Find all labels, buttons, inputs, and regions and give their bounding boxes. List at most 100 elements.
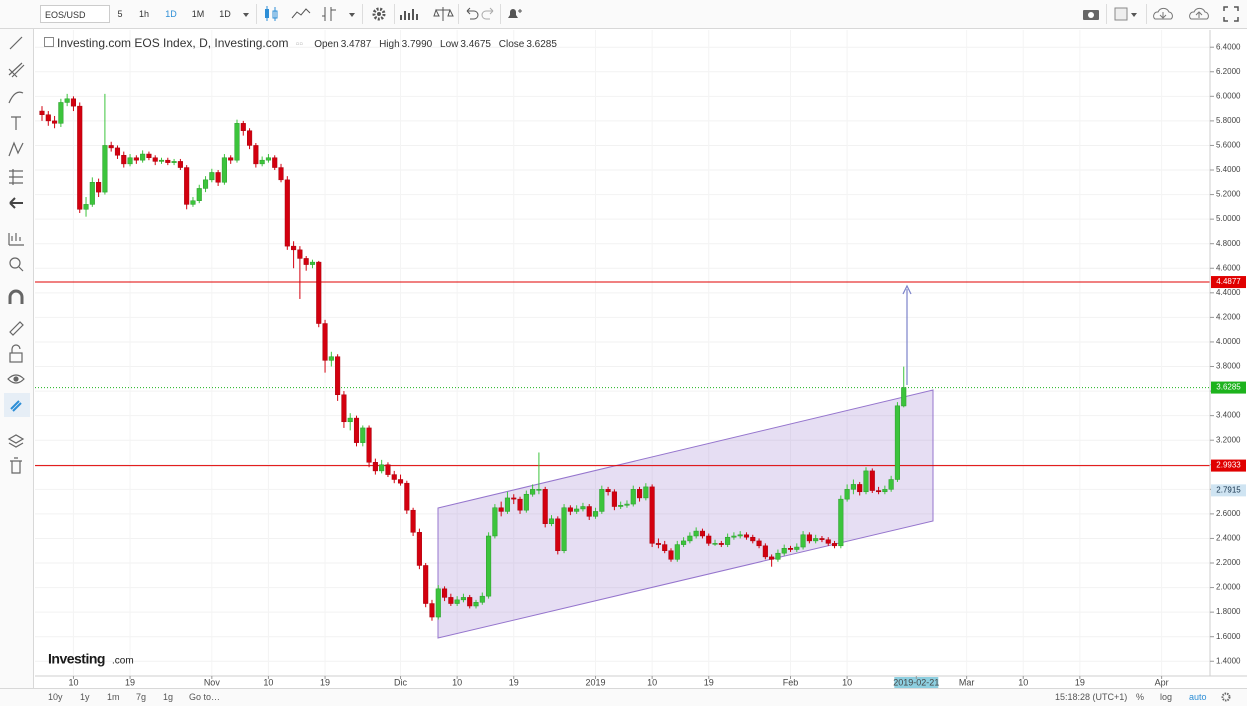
range-button[interactable]: 1y [80,692,90,702]
y-tick-label: 6.4000 [1216,42,1241,51]
candle-body [592,511,599,517]
candle-body [869,470,875,491]
x-tick-label: Mar [959,677,975,687]
x-tick-label: 10 [1018,677,1028,687]
candle-body [133,157,139,161]
separator [458,4,459,24]
undo-button[interactable] [462,5,480,23]
candle-body [291,245,297,251]
y-tick-label: 5.6000 [1216,141,1241,150]
interval-button[interactable]: 1D [219,9,231,19]
delete-tool[interactable] [10,457,22,474]
candle-body [687,535,693,542]
candle-body [347,417,353,423]
candle-body [102,145,108,193]
dropdown-arrow[interactable] [346,5,358,23]
layout-button[interactable] [1112,5,1140,23]
interval-button[interactable]: 5 [117,9,123,19]
interval-button[interactable]: 1h [138,9,149,19]
prediction-tool[interactable] [9,169,23,185]
candle-type-button[interactable] [260,5,282,23]
pattern-tool[interactable] [8,141,24,157]
fullscreen-button[interactable] [1222,5,1240,23]
candle-body [259,159,265,165]
lock-tool[interactable] [9,352,23,363]
candle-body [140,153,146,161]
chart-title: Investing.com EOS Index, D, Investing.co… [57,36,289,50]
studies-button[interactable] [398,5,422,23]
goto-button[interactable]: Go to… [189,692,221,702]
price-label-box [1211,484,1246,497]
candle-body [762,545,768,558]
back-tool[interactable] [9,197,23,209]
candle-body [341,394,347,423]
candle-body [303,258,309,265]
range-button[interactable]: 1m [107,692,120,702]
price-label: 3.6285 [1216,383,1241,392]
candle-body [379,464,385,472]
candle-body [89,182,95,205]
x-tick-label: 2019-02-21 [893,677,939,687]
candle-body [215,172,221,183]
x-tick-label: Dic [394,677,407,687]
redo-button[interactable] [480,5,498,23]
candle-body [857,484,863,493]
separator [394,4,395,24]
save-cloud-button[interactable] [1186,5,1214,23]
candle-body [718,543,724,545]
interval-button[interactable]: 1M [191,9,205,19]
ohlc-values: Open 3.4787 High 3.7990 Low 3.4675 Close 3.6… [314,39,562,50]
range-button[interactable]: 10y [48,692,63,702]
candle-body [410,509,416,533]
x-tick-label: 2019 [586,677,606,687]
scale-settings-button[interactable] [1220,691,1232,703]
candle-body [385,464,391,475]
range-button[interactable]: 7g [136,692,147,702]
candle-body [637,489,643,499]
ohlc-value: 3.4675 [460,39,491,50]
measure-tool[interactable] [8,233,24,246]
percent-button[interactable]: % [1136,692,1145,702]
text-tool[interactable] [11,116,21,130]
candle-body [221,157,227,183]
candle-body [196,188,202,201]
candle-body [561,507,567,551]
compare-button[interactable] [320,5,342,23]
layers-tool[interactable] [7,434,25,448]
x-tick-label: Apr [1155,677,1169,687]
interval-button[interactable]: 1D [165,9,177,19]
load-cloud-button[interactable] [1150,5,1178,23]
indicator-button[interactable] [290,5,312,23]
trend-line-tool[interactable] [9,36,23,50]
log-button[interactable]: log [1160,692,1173,702]
stay-drawing-tool[interactable] [9,321,24,336]
candle-body [599,489,605,512]
price-label-box [1211,381,1246,394]
candle-body [725,536,731,545]
settings-button[interactable] [368,5,390,23]
legend-icons[interactable]: ▫▫ [295,39,303,50]
candle-body [121,155,127,165]
collapse-box[interactable] [44,37,54,47]
ohlc-name: Close [498,39,525,50]
auto-button[interactable]: auto [1189,692,1207,702]
snapshot-button[interactable] [1080,5,1102,23]
alert-button[interactable] [504,5,524,23]
candle-body [567,507,573,512]
x-tick-label: 10 [263,677,273,687]
separator [256,4,257,24]
magnet-tool[interactable] [8,289,24,304]
brush-tool[interactable] [8,91,24,104]
x-tick-label: 10 [452,677,462,687]
visibility-tool[interactable] [7,374,25,384]
bottom-toolbar: 10y 1y 1m 7g 1g Go to… 15:18:28 (UTC+1) … [0,688,1247,706]
candle-body [297,249,303,259]
sync-tool[interactable] [10,400,22,412]
symbol-input[interactable]: EOS/USD [40,5,110,23]
pitchfork-tool[interactable] [8,62,25,78]
dropdown-arrow[interactable] [240,5,252,23]
compare-scale-button[interactable] [432,5,454,23]
arrow-drawing[interactable] [902,284,912,385]
range-button[interactable]: 1g [163,692,174,702]
zoom-tool[interactable] [9,257,21,269]
